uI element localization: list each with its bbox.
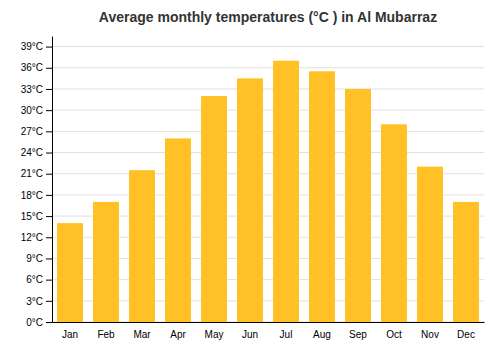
x-tick-label: Nov [421,329,439,340]
grid-line [52,110,484,111]
grid-line [52,152,484,153]
y-tick-mark [46,322,52,323]
y-tick: 27°C [21,126,52,137]
y-tick-label: 3°C [26,296,43,307]
x-tick: Dec [457,329,475,340]
x-tick-label: Feb [97,329,115,340]
y-tick-label: 21°C [21,168,43,179]
y-tick-mark [46,47,52,48]
x-tick-label: Dec [457,329,475,340]
y-tick-label: 6°C [26,274,43,285]
grid [52,47,484,322]
x-tick: Jan [62,329,78,340]
y-tick: 15°C [21,211,52,222]
bar [273,61,299,322]
bar [453,202,479,322]
bar [93,202,119,322]
bar [57,223,83,322]
bar [129,170,155,322]
x-tick: Jun [242,329,258,340]
grid-line [52,88,484,89]
x-tick: Feb [97,329,115,340]
y-tick-label: 0°C [26,317,43,328]
x-tick: Oct [386,329,402,340]
bars [57,61,479,322]
bar [345,89,371,322]
title: Average monthly temperatures (°C ) in Al… [99,9,437,25]
y-tick-label: 12°C [21,232,43,243]
y-tick-mark [46,110,52,111]
x-tick: Aug [313,329,331,340]
y-axis: 0°C 3°C 6°C 9°C 12°C 15°C 18°C 21°C 24°C 27°C 30°C… [21,37,53,328]
x-tick: May [205,329,224,340]
y-tick-mark [46,195,52,196]
chart: Jan Feb Mar Apr May Jun Jul Aug Sep Oct Nov Dec 0°C 3… [0,0,500,350]
x-tick-label: May [205,329,224,340]
plot: Jan Feb Mar Apr May Jun Jul Aug Sep Oct Nov Dec 0°C 3… [21,37,485,341]
x-tick: Nov [421,329,439,340]
x-tick-label: Jul [280,329,293,340]
y-tick: 12°C [21,232,52,243]
y-tick-label: 18°C [21,190,43,201]
y-tick-mark [46,68,52,69]
y-tick-label: 9°C [26,253,43,264]
bar [237,78,263,322]
y-tick: 6°C [26,274,52,285]
y-tick: 33°C [21,84,52,95]
y-tick-mark [46,301,52,302]
y-tick: 30°C [21,105,52,116]
y-tick-mark [46,174,52,175]
bar [201,96,227,322]
y-tick-mark [46,280,52,281]
x-tick-label: Oct [386,329,402,340]
x-axis-line [53,322,485,323]
y-tick-label: 36°C [21,62,43,73]
x-tick-label: Sep [349,329,367,340]
x-tick-label: Mar [133,329,151,340]
y-tick-mark [46,216,52,217]
x-tick: Mar [133,329,151,340]
x-tick-label: Apr [170,329,186,340]
y-tick-mark [46,237,52,238]
x-tick-label: Aug [313,329,331,340]
y-tick: 0°C [26,317,52,328]
x-tick-label: Jun [242,329,258,340]
y-tick-label: 39°C [21,41,43,52]
x-tick: Apr [170,329,186,340]
bar [165,138,191,322]
grid-line [52,131,484,132]
y-tick: 36°C [21,62,52,73]
y-tick: 21°C [21,168,52,179]
bar [417,167,443,322]
y-tick-label: 33°C [21,84,43,95]
y-tick: 39°C [21,41,52,52]
y-tick: 3°C [26,296,52,307]
y-tick: 9°C [26,253,52,264]
y-tick-mark [46,153,52,154]
x-tick: Sep [349,329,367,340]
bar [381,124,407,322]
y-tick: 24°C [21,147,52,158]
y-tick-mark [46,89,52,90]
bar [309,71,335,322]
x-tick: Jul [280,329,293,340]
y-tick-label: 15°C [21,211,43,222]
x-axis: Jan Feb Mar Apr May Jun Jul Aug Sep Oct Nov Dec [53,323,485,341]
y-axis-line [52,37,53,323]
x-tick-label: Jan [62,329,78,340]
grid-line [52,67,484,68]
y-tick-label: 24°C [21,147,43,158]
y-tick-label: 27°C [21,126,43,137]
y-tick-label: 30°C [21,105,43,116]
grid-line [52,46,484,47]
y-tick: 18°C [21,190,52,201]
y-tick-mark [46,258,52,259]
y-tick-mark [46,131,52,132]
